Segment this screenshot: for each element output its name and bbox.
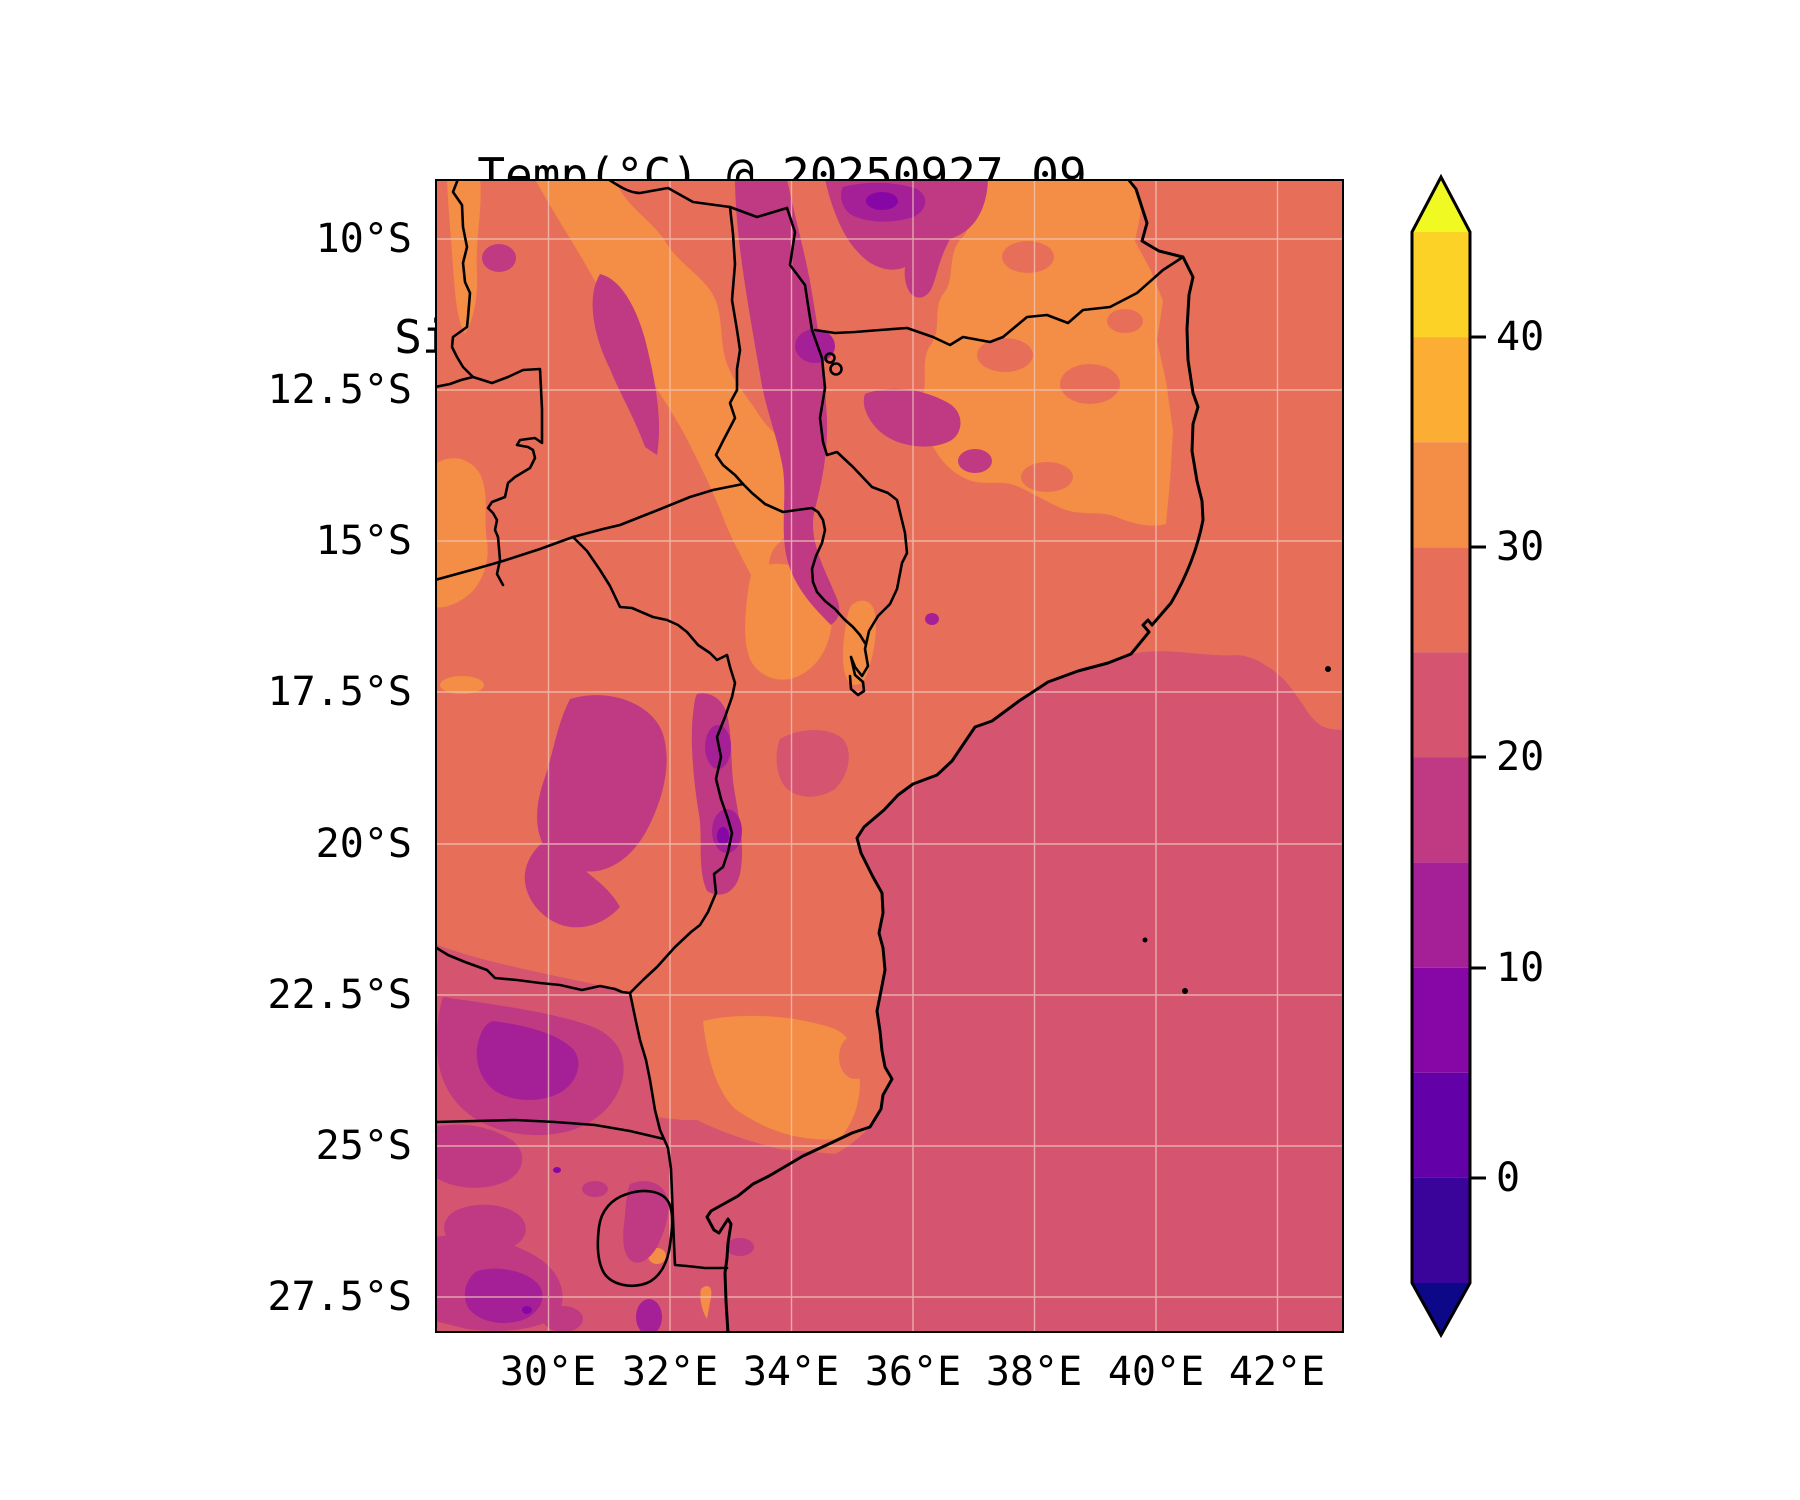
map-plot-area xyxy=(435,179,1344,1333)
colorbar-seg-10-15 xyxy=(1412,862,1470,968)
country-borders xyxy=(435,179,1185,1287)
small-islands xyxy=(1142,666,1331,994)
x-tick-38e: 38°E xyxy=(985,1349,1083,1395)
x-tick-36e: 36°E xyxy=(864,1349,962,1395)
colorbar-seg-30-35 xyxy=(1412,442,1470,548)
y-tick-17-5s: 17.5°S xyxy=(267,669,413,715)
x-tick-40e: 40°E xyxy=(1107,1349,1205,1395)
cbar-tick-10: 10 xyxy=(1496,945,1545,991)
border-malawi-east xyxy=(785,206,909,697)
x-tick-42e: 42°E xyxy=(1228,1349,1326,1395)
cbar-tick-0: 0 xyxy=(1496,1155,1521,1201)
coastline xyxy=(705,179,1205,1333)
colorbar-seg-15-20 xyxy=(1412,757,1470,863)
lake-chilwa-lower xyxy=(829,362,843,376)
colorbar-seg-40-45 xyxy=(1412,232,1470,338)
lake-chilwa-upper xyxy=(824,352,836,364)
x-tick-32e: 32°E xyxy=(621,1349,719,1395)
colorbar-seg-35-40 xyxy=(1412,337,1470,443)
cbar-tick-40: 40 xyxy=(1496,314,1545,360)
colorbar-seg-5-10 xyxy=(1412,967,1470,1073)
border-northwest xyxy=(450,179,544,587)
border-malawi-west xyxy=(714,205,867,645)
temp-region-20-25 xyxy=(435,651,1344,1333)
y-tick-22-5s: 22.5°S xyxy=(267,972,413,1018)
colorbar-arrow-over xyxy=(1412,177,1470,232)
x-tick-30e: 30°E xyxy=(499,1349,597,1395)
y-tick-25s: 25°S xyxy=(315,1123,412,1169)
border-zimbabwe-mozambique-south xyxy=(628,991,729,1270)
y-tick-10s: 10°S xyxy=(315,216,412,262)
colorbar-seg-0-5 xyxy=(1412,1072,1470,1178)
map-canvas xyxy=(435,179,1344,1333)
border-zambezi-eastwest xyxy=(435,945,632,995)
y-tick-15s: 15°S xyxy=(315,518,412,564)
border-west-stub xyxy=(435,375,475,389)
border-rovuma-tanzania xyxy=(813,255,1185,347)
x-tick-34e: 34°E xyxy=(742,1349,840,1395)
border-limpopo-west xyxy=(435,1118,666,1141)
y-tick-27-5s: 27.5°S xyxy=(267,1274,413,1320)
colorbar-outline xyxy=(1410,173,1472,1339)
y-tick-20s: 20°S xyxy=(315,821,412,867)
border-malawi-north xyxy=(606,179,789,219)
colorbar-canvas xyxy=(1410,173,1486,1339)
colorbar-seg-20-25 xyxy=(1412,652,1470,758)
graticule-gridlines xyxy=(435,179,1344,1333)
cbar-tick-20: 20 xyxy=(1496,734,1545,780)
colorbar-seg-m5-0 xyxy=(1412,1177,1470,1283)
colorbar-arrow-under xyxy=(1412,1283,1470,1335)
colorbar xyxy=(1408,170,1578,1350)
border-luangwa-tete xyxy=(571,535,737,995)
temp-region-5-10 xyxy=(522,192,898,1314)
border-zambia-mozambique-diagonal xyxy=(435,482,745,582)
y-tick-12-5s: 12.5°S xyxy=(267,367,413,413)
border-eswatini-loop xyxy=(596,1189,674,1287)
colorbar-tick-marks xyxy=(1470,335,1486,1180)
cbar-tick-30: 30 xyxy=(1496,524,1545,570)
colorbar-seg-25-30 xyxy=(1412,547,1470,653)
